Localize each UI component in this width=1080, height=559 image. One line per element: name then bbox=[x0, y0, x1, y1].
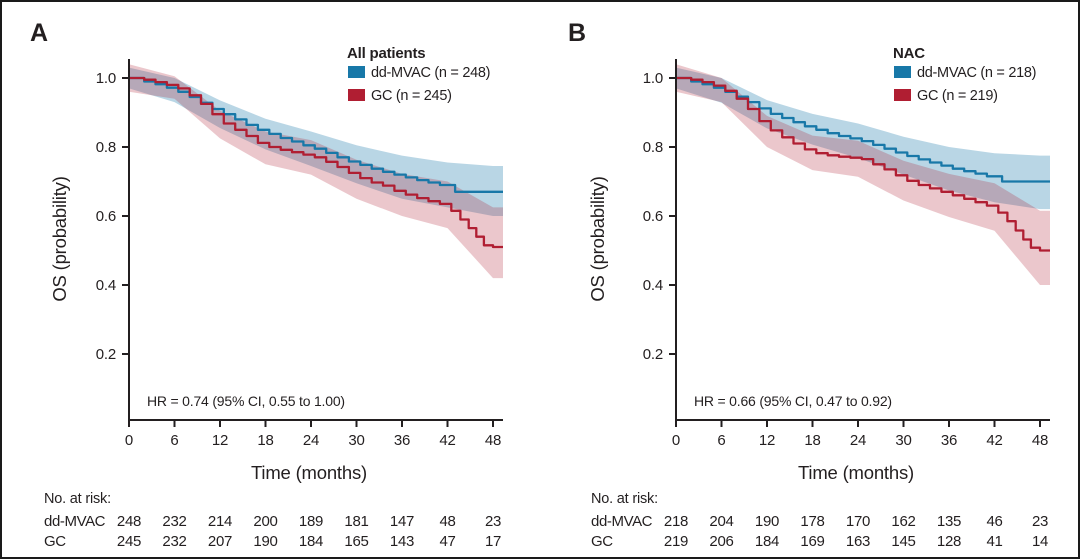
risk-count: 163 bbox=[846, 533, 870, 550]
ci-band-dd-mvac bbox=[129, 67, 503, 216]
risk-count: 145 bbox=[891, 533, 915, 550]
x-axis-title: Time (months) bbox=[798, 462, 914, 483]
risk-count: 135 bbox=[937, 513, 961, 530]
hr-annotation: HR = 0.74 (95% CI, 0.55 to 1.00) bbox=[147, 393, 345, 409]
legend-label-gc: GC (n = 219) bbox=[917, 88, 998, 104]
x-tick-label: 12 bbox=[759, 432, 775, 449]
risk-count: 248 bbox=[117, 513, 141, 530]
risk-count: 17 bbox=[485, 533, 501, 550]
hr-annotation: HR = 0.66 (95% CI, 0.47 to 0.92) bbox=[694, 393, 892, 409]
risk-table-header: No. at risk: bbox=[591, 491, 658, 507]
y-tick-label: 0.4 bbox=[96, 277, 116, 294]
legend-label-gc: GC (n = 245) bbox=[371, 88, 452, 104]
risk-count: 23 bbox=[1032, 513, 1048, 530]
x-tick-label: 24 bbox=[850, 432, 866, 449]
legend-swatch-gc bbox=[894, 89, 911, 101]
x-tick-label: 36 bbox=[394, 432, 410, 449]
y-tick-label: 1.0 bbox=[96, 70, 116, 87]
x-tick-label: 6 bbox=[170, 432, 178, 449]
legend-label-dd-mvac: dd-MVAC (n = 218) bbox=[917, 65, 1036, 81]
legend-swatch-gc bbox=[348, 89, 365, 101]
risk-count: 143 bbox=[390, 533, 414, 550]
risk-count: 200 bbox=[253, 513, 277, 530]
legend-label-dd-mvac: dd-MVAC (n = 248) bbox=[371, 65, 490, 81]
risk-count: 23 bbox=[485, 513, 501, 530]
risk-count: 48 bbox=[439, 513, 455, 530]
y-tick-label: 0.8 bbox=[96, 139, 116, 156]
risk-count: 178 bbox=[800, 513, 824, 530]
risk-count: 232 bbox=[162, 533, 186, 550]
x-tick-label: 48 bbox=[485, 432, 501, 449]
x-tick-label: 30 bbox=[895, 432, 911, 449]
y-tick-label: 0.6 bbox=[643, 208, 663, 225]
risk-count: 218 bbox=[664, 513, 688, 530]
panel-a-chart: A 1.0 0.8 0.6 0.4 0.2 0 6 12 18 24 30 36 42 48 Time (mo… bbox=[30, 19, 503, 550]
risk-count: 170 bbox=[846, 513, 870, 530]
x-tick-label: 18 bbox=[257, 432, 273, 449]
risk-count: 232 bbox=[162, 513, 186, 530]
risk-row-label-dd-mvac: dd-MVAC bbox=[44, 513, 106, 530]
risk-count: 189 bbox=[299, 513, 323, 530]
ci-band-gc bbox=[129, 64, 503, 279]
risk-table-header: No. at risk: bbox=[44, 491, 111, 507]
risk-count: 190 bbox=[755, 513, 779, 530]
risk-count: 204 bbox=[709, 513, 733, 530]
legend-swatch-dd-mvac bbox=[348, 66, 365, 78]
y-tick-label: 0.2 bbox=[643, 346, 663, 363]
risk-count: 47 bbox=[439, 533, 455, 550]
risk-count: 207 bbox=[208, 533, 232, 550]
x-tick-label: 6 bbox=[717, 432, 725, 449]
risk-count: 128 bbox=[937, 533, 961, 550]
y-tick-label: 1.0 bbox=[643, 70, 663, 87]
ci-band-dd-mvac bbox=[676, 67, 1050, 210]
x-tick-label: 12 bbox=[212, 432, 228, 449]
x-tick-label: 48 bbox=[1032, 432, 1048, 449]
x-tick-label: 24 bbox=[303, 432, 319, 449]
y-tick-label: 0.4 bbox=[643, 277, 663, 294]
x-tick-label: 36 bbox=[941, 432, 957, 449]
x-tick-label: 18 bbox=[804, 432, 820, 449]
legend-swatch-dd-mvac bbox=[894, 66, 911, 78]
x-tick-label: 42 bbox=[986, 432, 1002, 449]
panel-b-chart: B 1.0 0.8 0.6 0.4 0.2 0 6 12 18 24 30 36 42 48 Time (mo… bbox=[568, 19, 1050, 550]
panel-label: A bbox=[30, 19, 48, 47]
y-axis-title: OS (probability) bbox=[587, 176, 608, 301]
risk-count: 181 bbox=[344, 513, 368, 530]
risk-count: 14 bbox=[1032, 533, 1048, 550]
x-tick-label: 0 bbox=[672, 432, 680, 449]
km-curve-gc bbox=[129, 76, 503, 249]
risk-count: 41 bbox=[986, 533, 1002, 550]
risk-count: 190 bbox=[253, 533, 277, 550]
risk-count: 165 bbox=[344, 533, 368, 550]
risk-count: 219 bbox=[664, 533, 688, 550]
y-tick-label: 0.6 bbox=[96, 208, 116, 225]
ci-band-gc bbox=[676, 64, 1050, 285]
risk-count: 245 bbox=[117, 533, 141, 550]
legend-title: NAC bbox=[893, 45, 925, 62]
y-tick-label: 0.8 bbox=[643, 139, 663, 156]
risk-count: 184 bbox=[299, 533, 323, 550]
km-curve-gc bbox=[676, 76, 1050, 252]
risk-count: 147 bbox=[390, 513, 414, 530]
y-tick-label: 0.2 bbox=[96, 346, 116, 363]
x-tick-label: 0 bbox=[125, 432, 133, 449]
x-tick-label: 30 bbox=[348, 432, 364, 449]
risk-count: 206 bbox=[709, 533, 733, 550]
risk-count: 169 bbox=[800, 533, 824, 550]
risk-count: 46 bbox=[986, 513, 1002, 530]
risk-count: 162 bbox=[891, 513, 915, 530]
x-tick-label: 42 bbox=[439, 432, 455, 449]
risk-count: 184 bbox=[755, 533, 779, 550]
x-axis-title: Time (months) bbox=[251, 462, 367, 483]
risk-row-label-gc: GC bbox=[44, 533, 66, 550]
risk-row-label-gc: GC bbox=[591, 533, 613, 550]
panel-label: B bbox=[568, 19, 586, 47]
y-axis-title: OS (probability) bbox=[49, 176, 70, 301]
legend-title: All patients bbox=[347, 45, 425, 62]
risk-row-label-dd-mvac: dd-MVAC bbox=[591, 513, 653, 530]
risk-count: 214 bbox=[208, 513, 232, 530]
